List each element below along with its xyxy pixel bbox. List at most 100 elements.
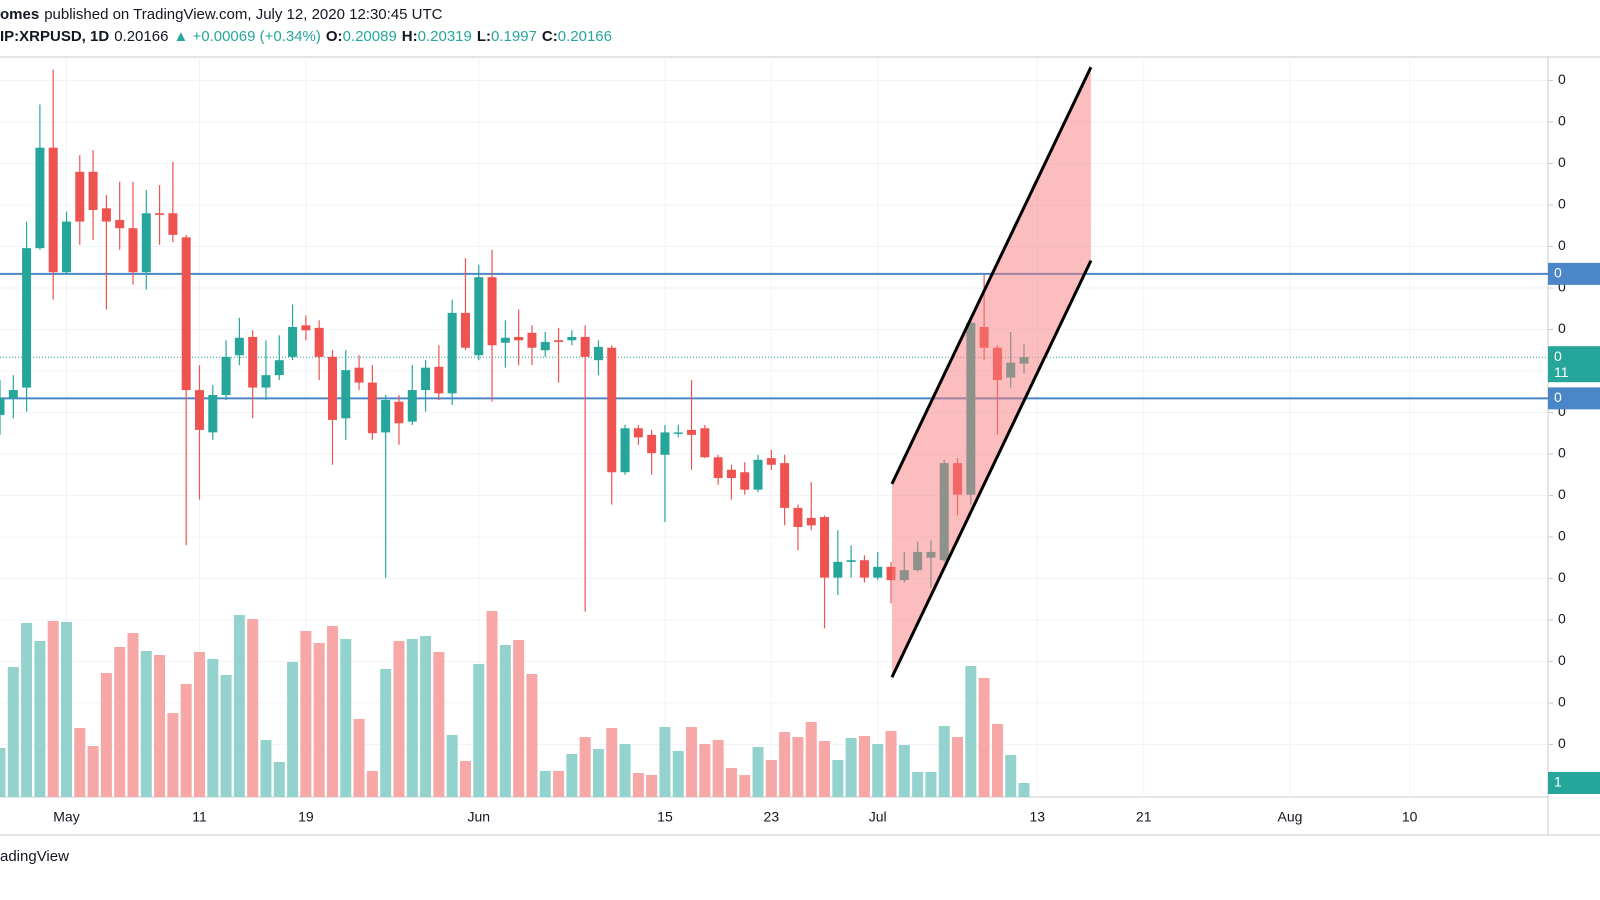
- y-tick-label: 0: [1558, 320, 1566, 336]
- volume-bar: [739, 775, 751, 797]
- candle-body: [527, 332, 537, 348]
- volume-bar: [154, 655, 166, 797]
- volume-bar: [100, 673, 112, 797]
- candle-body: [514, 336, 524, 341]
- volume-bar: [938, 726, 950, 797]
- volume-bar: [725, 768, 737, 797]
- channel-fill: [891, 67, 1091, 678]
- volume-bar: [885, 731, 897, 797]
- ohlc-label: L:: [476, 28, 492, 45]
- y-tick-label: 0: [1558, 196, 1566, 212]
- candle-body: [115, 219, 125, 229]
- candle-body: [288, 326, 298, 357]
- candle-body: [327, 356, 337, 420]
- volume-bar: [779, 732, 791, 797]
- volume-bar: [819, 741, 831, 797]
- volume-bar: [526, 674, 538, 797]
- y-tick-label: 0: [1558, 237, 1566, 253]
- candle-body: [75, 171, 85, 222]
- volume-bar: [140, 651, 152, 797]
- candle-body: [833, 561, 843, 578]
- candle-body: [274, 360, 284, 376]
- candle-body: [141, 213, 151, 273]
- candle-body: [155, 213, 165, 215]
- volume-bar: [1005, 755, 1017, 797]
- volume-bar: [646, 775, 658, 797]
- candle-body: [753, 459, 763, 490]
- candle-body: [580, 336, 590, 357]
- candle-body: [194, 390, 204, 430]
- last-price-label: 0: [1554, 348, 1562, 364]
- volume-label: 1: [1554, 774, 1562, 790]
- author: omes: [0, 6, 40, 23]
- open: 0.20089: [342, 28, 397, 45]
- axes: May 11 19 Jun 15 23 Jul 13 21 Aug 1000000000000000…: [53, 71, 1600, 825]
- candle-body: [820, 517, 830, 578]
- volume-bar: [114, 647, 126, 797]
- volume-bar: [313, 643, 325, 797]
- y-tick-label: 0: [1558, 445, 1566, 461]
- candle-body: [647, 434, 657, 454]
- volume-bar: [579, 737, 591, 797]
- candle-body: [793, 507, 803, 528]
- volume-bar: [7, 667, 19, 797]
- y-tick-label: 0: [1558, 403, 1566, 419]
- candle-body: [221, 356, 231, 396]
- candle-body: [22, 248, 32, 388]
- channel-line: [890, 66, 1093, 485]
- close: 0.20166: [557, 28, 612, 45]
- candle-body: [234, 337, 244, 356]
- candle-body: [474, 277, 484, 356]
- volume-bar: [273, 762, 285, 797]
- volume-bar: [632, 773, 644, 797]
- volume-bar: [765, 760, 777, 797]
- candle-body: [846, 560, 856, 562]
- x-tick-label: Jun: [467, 809, 490, 825]
- volume-bar: [898, 745, 910, 797]
- candle-body: [61, 221, 71, 273]
- volume-bar: [486, 611, 498, 797]
- candle-body: [873, 566, 883, 578]
- volume-bar: [326, 626, 338, 797]
- y-tick-label: 0: [1558, 735, 1566, 751]
- y-tick-label: 0: [1558, 611, 1566, 627]
- volume-bar: [340, 639, 352, 797]
- countdown-label: 11: [1554, 364, 1569, 380]
- y-tick-label: 0: [1558, 569, 1566, 585]
- candle-body: [780, 463, 790, 508]
- volume-bar: [353, 719, 365, 797]
- volume-bar: [553, 771, 565, 797]
- header-line-1: omes published on TradingView.com, July 1…: [0, 6, 448, 23]
- volume-bar: [47, 621, 59, 797]
- volume-bar: [712, 740, 724, 797]
- candle-body: [766, 458, 776, 465]
- volume-bar: [260, 740, 272, 797]
- candle-body: [673, 432, 683, 434]
- volume-bar: [473, 664, 485, 797]
- candle-body: [593, 346, 603, 361]
- plot-area: [0, 57, 1548, 797]
- volume-bar: [699, 744, 711, 797]
- volume-bar: [74, 728, 86, 797]
- volume-bar: [619, 744, 631, 797]
- y-tick-label: 0: [1558, 694, 1566, 710]
- volume-bar: [87, 746, 99, 797]
- candle-body: [660, 432, 670, 455]
- candle-body: [261, 375, 271, 388]
- volume-bar: [872, 744, 884, 797]
- published: published on TradingView.com, July 12, 2…: [44, 6, 443, 23]
- volume-bar: [60, 622, 72, 797]
- y-tick-label: 0: [1558, 652, 1566, 668]
- y-tick-label: 0: [1558, 528, 1566, 544]
- candle-body: [208, 395, 218, 433]
- candle-body: [620, 428, 630, 473]
- candle-body: [859, 560, 869, 578]
- candle-body: [487, 277, 497, 346]
- candle-body: [421, 367, 431, 391]
- candle-body: [434, 366, 444, 394]
- candle-body: [181, 237, 191, 391]
- volume-label-box: [1548, 772, 1600, 794]
- volume-bar: [433, 652, 445, 797]
- candle-body: [248, 336, 258, 388]
